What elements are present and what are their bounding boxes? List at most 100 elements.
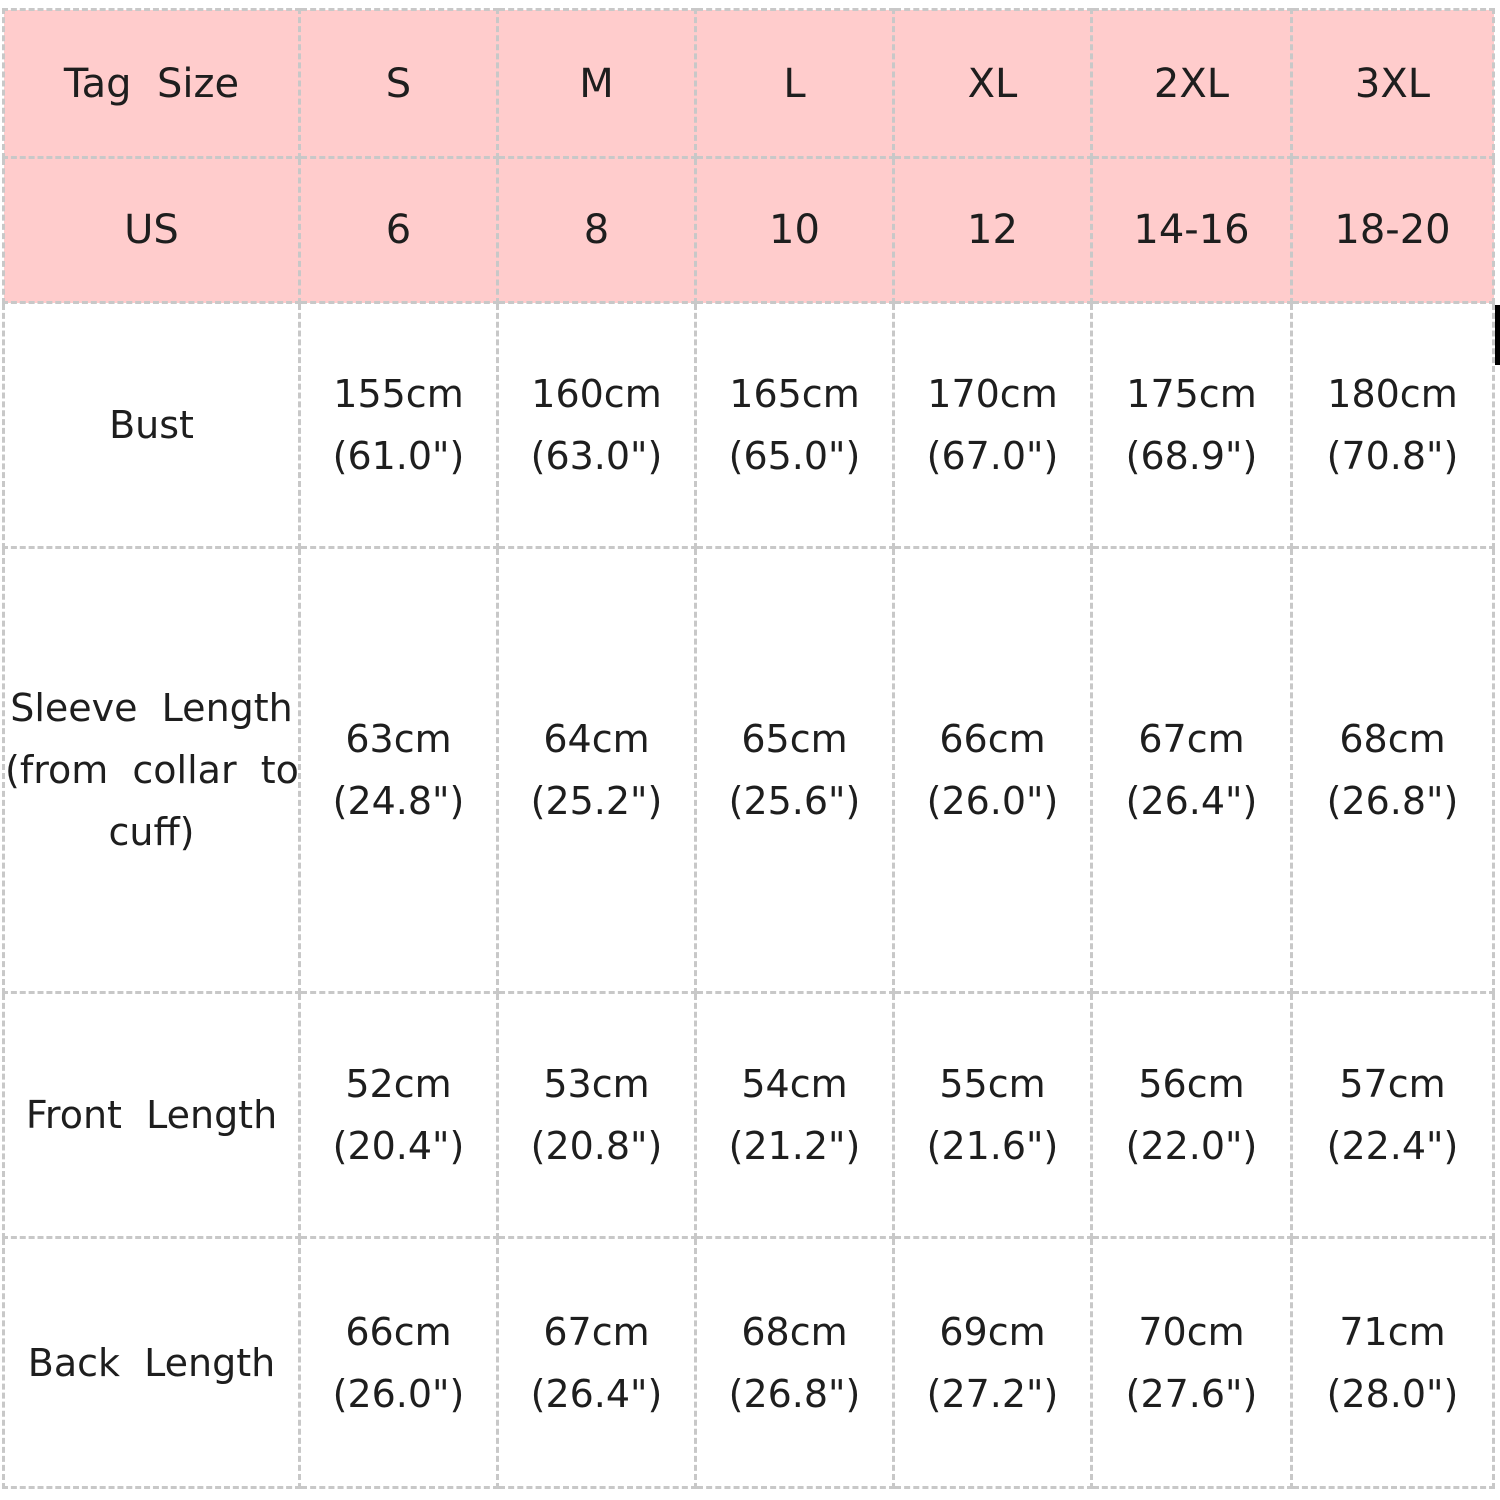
measurement-cell: 175cm (68.9") (1090, 301, 1293, 549)
edge-marker (1495, 305, 1500, 365)
cm-value: 53cm (543, 1062, 650, 1106)
measurement-cell: 68cm (26.8") (694, 1236, 895, 1489)
inch-value: (25.6") (728, 779, 861, 823)
inch-value: (26.4") (530, 1371, 663, 1416)
inch-value: (21.2") (728, 1124, 861, 1168)
inch-value: (27.6") (1125, 1371, 1258, 1416)
inch-value: (21.6") (926, 1124, 1059, 1168)
cm-value: 66cm (939, 717, 1046, 761)
measurement-cell: 70cm (27.6") (1090, 1236, 1293, 1489)
size-3xl-header: 3XL (1290, 8, 1495, 159)
measurement-cell: 68cm (26.8") (1290, 546, 1495, 994)
us-size-row: US 6 8 10 12 14-16 18-20 (2, 156, 1495, 304)
row-label-text: cuff) (108, 810, 195, 854)
measurement-cell: 52cm (20.4") (298, 991, 499, 1239)
measurement-cell: 63cm (24.8") (298, 546, 499, 994)
inch-value: (61.0") (332, 434, 465, 478)
us-size-cell: 18-20 (1290, 156, 1495, 304)
inch-value: (68.9") (1125, 434, 1258, 478)
cm-value: 54cm (741, 1062, 848, 1106)
us-size-cell: 10 (694, 156, 895, 304)
measurement-cell: 67cm (26.4") (496, 1236, 697, 1489)
cm-value: 56cm (1138, 1062, 1245, 1106)
size-m-header: M (496, 8, 697, 159)
cm-value: 67cm (543, 1309, 650, 1354)
inch-value: (67.0") (926, 434, 1059, 478)
measurement-cell: 55cm (21.6") (892, 991, 1093, 1239)
inch-value: (26.8") (1326, 779, 1459, 823)
measurement-cell: 66cm (26.0") (892, 546, 1093, 994)
inch-value: (25.2") (530, 779, 663, 823)
measurement-cell: 53cm (20.8") (496, 991, 697, 1239)
row-label-text: (from collar to (5, 748, 299, 792)
size-chart-table: Tag Size S M L XL 2XL 3XL US 6 8 10 12 1… (2, 8, 1495, 1489)
cm-value: 65cm (741, 717, 848, 761)
measurement-cell: 160cm (63.0") (496, 301, 697, 549)
measurement-cell: 69cm (27.2") (892, 1236, 1093, 1489)
us-size-cell: 8 (496, 156, 697, 304)
cm-value: 71cm (1339, 1309, 1446, 1354)
cm-value: 69cm (939, 1309, 1046, 1354)
size-2xl-header: 2XL (1090, 8, 1293, 159)
measurement-cell: 180cm (70.8") (1290, 301, 1495, 549)
cm-value: 70cm (1138, 1309, 1245, 1354)
us-size-cell: 12 (892, 156, 1093, 304)
measurement-cell: 71cm (28.0") (1290, 1236, 1495, 1489)
tag-size-row: Tag Size S M L XL 2XL 3XL (2, 8, 1495, 159)
row-label-text: Back Length (27, 1340, 276, 1385)
size-xl-header: XL (892, 8, 1093, 159)
cm-value: 64cm (543, 717, 650, 761)
cm-value: 175cm (1126, 372, 1257, 416)
inch-value: (28.0") (1326, 1371, 1459, 1416)
us-size-cell: 6 (298, 156, 499, 304)
tag-size-label: Tag Size (2, 8, 301, 159)
sleeve-length-row: Sleeve Length (from collar to cuff) 63cm… (2, 546, 1495, 994)
cm-value: 67cm (1138, 717, 1245, 761)
cm-value: 55cm (939, 1062, 1046, 1106)
cm-value: 66cm (345, 1309, 452, 1354)
inch-value: (22.0") (1125, 1124, 1258, 1168)
measurement-cell: 57cm (22.4") (1290, 991, 1495, 1239)
inch-value: (24.8") (332, 779, 465, 823)
inch-value: (26.8") (728, 1371, 861, 1416)
cm-value: 68cm (741, 1309, 848, 1354)
inch-value: (70.8") (1326, 434, 1459, 478)
measurement-cell: 54cm (21.2") (694, 991, 895, 1239)
inch-value: (26.0") (332, 1371, 465, 1416)
measurement-cell: 56cm (22.0") (1090, 991, 1293, 1239)
cm-value: 180cm (1327, 372, 1458, 416)
cm-value: 68cm (1339, 717, 1446, 761)
cm-value: 160cm (531, 372, 662, 416)
front-length-label: Front Length (2, 991, 301, 1239)
measurement-cell: 66cm (26.0") (298, 1236, 499, 1489)
cm-value: 170cm (927, 372, 1058, 416)
measurement-cell: 65cm (25.6") (694, 546, 895, 994)
measurement-cell: 64cm (25.2") (496, 546, 697, 994)
us-size-cell: 14-16 (1090, 156, 1293, 304)
cm-value: 57cm (1339, 1062, 1446, 1106)
inch-value: (26.0") (926, 779, 1059, 823)
cm-value: 63cm (345, 717, 452, 761)
inch-value: (20.4") (332, 1124, 465, 1168)
back-length-label: Back Length (2, 1236, 301, 1489)
cm-value: 52cm (345, 1062, 452, 1106)
measurement-cell: 67cm (26.4") (1090, 546, 1293, 994)
measurement-cell: 155cm (61.0") (298, 301, 499, 549)
inch-value: (26.4") (1125, 779, 1258, 823)
cm-value: 165cm (729, 372, 860, 416)
inch-value: (22.4") (1326, 1124, 1459, 1168)
us-label: US (2, 156, 301, 304)
back-length-row: Back Length 66cm (26.0") 67cm (26.4") 68cm… (2, 1236, 1495, 1489)
sleeve-length-label: Sleeve Length (from collar to cuff) (2, 546, 301, 994)
row-label-text: Sleeve Length (10, 686, 293, 730)
size-l-header: L (694, 8, 895, 159)
inch-value: (20.8") (530, 1124, 663, 1168)
inch-value: (27.2") (926, 1371, 1059, 1416)
bust-row: Bust 155cm (61.0") 160cm (63.0") 165cm (65.… (2, 301, 1495, 549)
measurement-cell: 165cm (65.0") (694, 301, 895, 549)
row-label-text: Front Length (25, 1093, 278, 1137)
measurement-cell: 170cm (67.0") (892, 301, 1093, 549)
row-label-text: Bust (109, 403, 194, 447)
cm-value: 155cm (333, 372, 464, 416)
inch-value: (63.0") (530, 434, 663, 478)
